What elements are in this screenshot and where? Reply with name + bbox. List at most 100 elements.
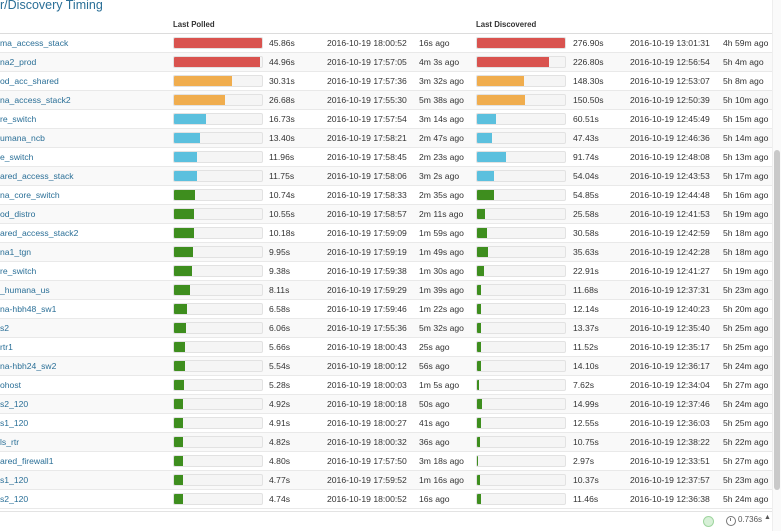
device-name-link[interactable]: na_core_switch: [0, 190, 60, 200]
discovery-ago: 5h 16m ago: [723, 190, 769, 200]
discovery-ago: 5h 4m ago: [723, 57, 764, 67]
discovery-timestamp: 2016-10-19 12:41:27: [630, 266, 710, 276]
discovery-ago: 5h 18m ago: [723, 247, 769, 257]
poll-time-bar: [173, 474, 263, 486]
discovery-ago: 5h 25m ago: [723, 418, 769, 428]
page-load-timer[interactable]: 0.736s: [738, 515, 763, 524]
discovery-time-bar-fill: [477, 114, 497, 124]
discovery-time-bar: [476, 360, 566, 372]
device-name-link[interactable]: _humana_us: [0, 285, 50, 295]
discovery-ago: 5h 15m ago: [723, 114, 769, 124]
device-name-link[interactable]: re_switch: [0, 266, 37, 276]
poll-duration: 10.18s: [269, 228, 295, 238]
poll-time-bar: [173, 189, 263, 201]
discovery-ago: 5h 27m ago: [723, 456, 769, 466]
device-name-link[interactable]: re_switch: [0, 114, 37, 124]
poll-time-bar-fill: [174, 342, 185, 352]
device-name-link[interactable]: ls_rtr: [0, 437, 20, 447]
poll-duration: 16.73s: [269, 114, 295, 124]
table-row: s2 6.06s 2016-10-19 17:55:36 5m 32s ago …: [0, 319, 772, 338]
poll-ago: 1m 30s ago: [419, 266, 464, 276]
poll-duration: 11.96s: [269, 152, 295, 162]
table-row: ared_access_stack 11.75s 2016-10-19 17:5…: [0, 167, 772, 186]
poll-time-bar-fill: [174, 285, 190, 295]
discovery-ago: 5h 18m ago: [723, 228, 769, 238]
scrollbar-thumb[interactable]: [774, 150, 780, 490]
discovery-time-bar-fill: [477, 228, 487, 238]
table-row: na_core_switch 10.74s 2016-10-19 17:58:3…: [0, 186, 772, 205]
vertical-scrollbar[interactable]: [772, 0, 781, 531]
poll-timestamp: 2016-10-19 17:59:29: [327, 285, 407, 295]
discovery-duration: 11.46s: [573, 494, 599, 504]
device-name-link[interactable]: s1_120: [0, 475, 29, 485]
poll-time-bar: [173, 455, 263, 467]
device-name-link[interactable]: s2_120: [0, 494, 29, 504]
device-name-link[interactable]: ared_access_stack2: [0, 228, 79, 238]
discovery-time-bar-fill: [477, 76, 525, 86]
discovery-timestamp: 2016-10-19 12:33:51: [630, 456, 710, 466]
discovery-duration: 12.14s: [573, 304, 599, 314]
discovery-ago: 5h 8m ago: [723, 76, 764, 86]
poll-time-bar-fill: [174, 266, 193, 276]
device-name-link[interactable]: ma_access_stack: [0, 38, 69, 48]
poll-time-bar: [173, 56, 263, 68]
device-name-link[interactable]: e_switch: [0, 152, 34, 162]
device-name-link[interactable]: od_distro: [0, 209, 36, 219]
discovery-ago: 5h 10m ago: [723, 95, 769, 105]
last-polled-header[interactable]: Last Polled: [173, 20, 215, 29]
discovery-time-bar: [476, 208, 566, 220]
device-name-link[interactable]: na-hbh48_sw1: [0, 304, 57, 314]
discovery-timestamp: 2016-10-19 12:36:38: [630, 494, 710, 504]
discovery-ago: 5h 25m ago: [723, 342, 769, 352]
caret-up-icon[interactable]: ▲: [764, 514, 771, 521]
poll-time-bar: [173, 75, 263, 87]
discovery-time-bar: [476, 493, 566, 505]
poll-timestamp: 2016-10-19 17:57:36: [327, 76, 407, 86]
device-name-link[interactable]: ared_firewall1: [0, 456, 54, 466]
poll-timestamp: 2016-10-19 17:57:05: [327, 57, 407, 67]
device-name-link[interactable]: na2_prod: [0, 57, 37, 67]
poll-duration: 5.54s: [269, 361, 291, 371]
device-name-link[interactable]: rtr1: [0, 342, 13, 352]
device-name-link[interactable]: ared_access_stack: [0, 171, 74, 181]
poll-time-bar-fill: [174, 133, 200, 143]
discovery-duration: 14.99s: [573, 399, 599, 409]
device-name-link[interactable]: na1_tgn: [0, 247, 32, 257]
poll-timestamp: 2016-10-19 17:57:50: [327, 456, 407, 466]
discovery-time-bar: [476, 151, 566, 163]
discovery-ago: 5h 20m ago: [723, 304, 769, 314]
last-discovered-header[interactable]: Last Discovered: [476, 20, 537, 29]
discovery-duration: 54.04s: [573, 171, 599, 181]
poll-ago: 3m 14s ago: [419, 114, 464, 124]
poll-time-bar-fill: [174, 114, 207, 124]
table-row: s1_120 4.77s 2016-10-19 17:59:52 1m 16s …: [0, 471, 772, 490]
poll-duration: 6.58s: [269, 304, 291, 314]
device-name-link[interactable]: ohost: [0, 380, 22, 390]
table-row: ohost 5.28s 2016-10-19 18:00:03 1m 5s ag…: [0, 376, 772, 395]
poll-ago: 3m 2s ago: [419, 171, 460, 181]
device-name-link[interactable]: s2_120: [0, 399, 29, 409]
device-name-link[interactable]: na_access_stack2: [0, 95, 71, 105]
discovery-time-bar-fill: [477, 57, 550, 67]
poll-timestamp: 2016-10-19 18:00:12: [327, 361, 407, 371]
device-name-link[interactable]: umana_ncb: [0, 133, 45, 143]
discovery-timestamp: 2016-10-19 12:53:07: [630, 76, 710, 86]
poll-timestamp: 2016-10-19 18:00:03: [327, 380, 407, 390]
device-name-link[interactable]: na-hbh24_sw2: [0, 361, 57, 371]
discovery-duration: 10.37s: [573, 475, 599, 485]
poll-timestamp: 2016-10-19 17:58:57: [327, 209, 407, 219]
device-name-link[interactable]: s1_120: [0, 418, 29, 428]
poll-ago: 2m 11s ago: [419, 209, 464, 219]
discovery-timestamp: 2016-10-19 12:43:53: [630, 171, 710, 181]
device-name-link[interactable]: s2: [0, 323, 10, 333]
discovery-time-bar-fill: [477, 380, 480, 390]
poll-time-bar-fill: [174, 57, 261, 67]
poll-timestamp: 2016-10-19 18:00:52: [327, 38, 407, 48]
poll-duration: 4.91s: [269, 418, 291, 428]
discovery-ago: 4h 59m ago: [723, 38, 769, 48]
poll-timestamp: 2016-10-19 17:58:06: [327, 171, 407, 181]
device-name-link[interactable]: od_acc_shared: [0, 76, 59, 86]
poll-ago: 36s ago: [419, 437, 450, 447]
poll-time-bar: [173, 113, 263, 125]
discovery-time-bar-fill: [477, 304, 481, 314]
